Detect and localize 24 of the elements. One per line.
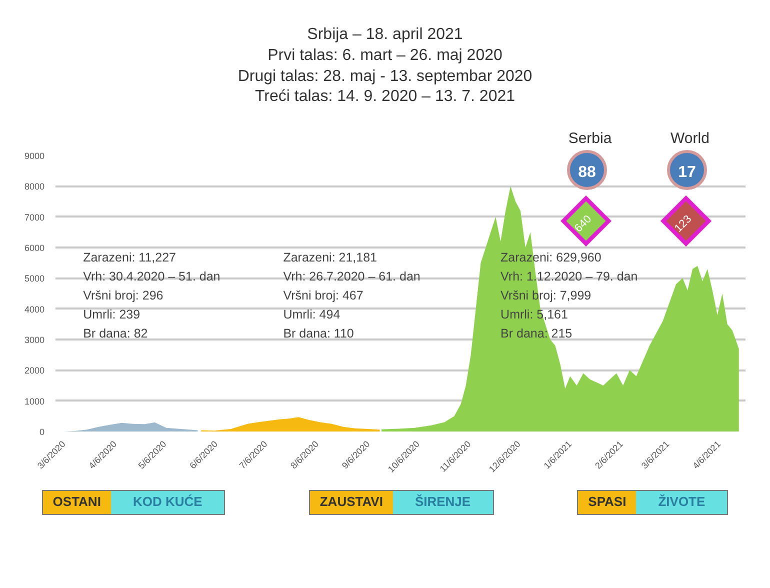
- y-tick-label: 8000: [24, 182, 45, 192]
- text: OSTANI: [42, 491, 111, 514]
- text: ŠIRENJE: [392, 491, 493, 514]
- y-tick-label: 4000: [24, 304, 45, 314]
- y-tick-label: 3000: [24, 335, 45, 345]
- annotation: Zarazeni: 11,227 Vrh: 30.4.2020 – 51. dan Vršni broj: 296 Umrli: 239 Br dana: 82: [83, 250, 220, 340]
- text: ZAUSTAVI: [310, 491, 393, 514]
- text: World: [670, 129, 710, 149]
- chart-title: Srbija – 18. april 2021: [307, 26, 463, 43]
- text: ŽIVOTE: [636, 491, 728, 514]
- y-tick-label: 0: [39, 427, 45, 437]
- y-tick-label: 5000: [24, 274, 45, 284]
- text: KOD KUĆE: [110, 491, 224, 514]
- annotation: Zarazeni: 21,181 Vrh: 26.7.2020 – 61. dan Vršni broj: 467 Umrli: 494 Br dana: 110: [283, 250, 420, 340]
- chart-subtitle: Prvi talas: 6. mart – 26. maj 2020 Drugi talas: 28. maj - 13. septembar 2020 Treći talas: 14. 9. 2020 – 13. 7. 2021: [238, 46, 532, 106]
- y-tick-label: 7000: [24, 212, 45, 222]
- annotation: 123: [671, 212, 695, 237]
- text: Serbia: [567, 129, 613, 149]
- y-tick-label: 2000: [24, 366, 45, 376]
- y-tick-label: 9000: [24, 151, 45, 161]
- annotation: 640: [571, 212, 595, 237]
- y-tick-label: 1000: [24, 396, 45, 406]
- text: SPASI: [578, 491, 636, 514]
- y-tick-label: 6000: [24, 243, 45, 253]
